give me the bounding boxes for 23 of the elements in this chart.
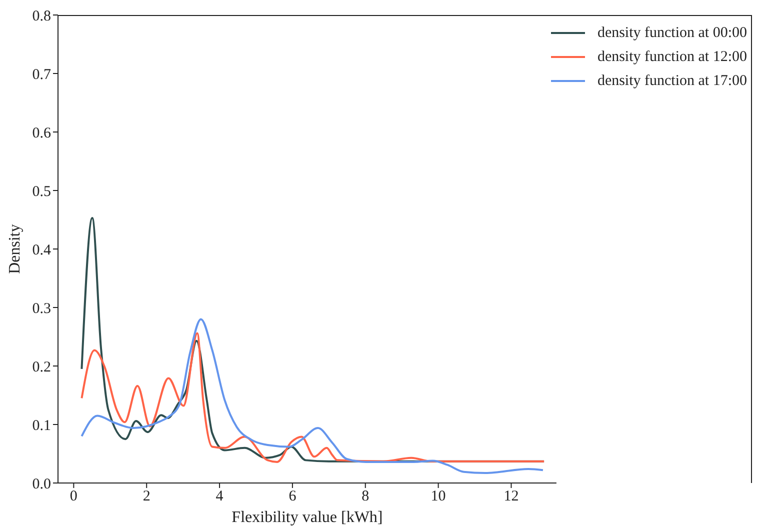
x-tick-label: 4 xyxy=(216,488,224,505)
line-series xyxy=(80,318,544,474)
x-tick-label: 12 xyxy=(504,488,519,505)
legend-label: density function at 00:00 xyxy=(597,24,747,42)
y-tick-label: 0.2 xyxy=(32,359,51,376)
legend-label: density function at 12:00 xyxy=(597,48,747,66)
x-tick-label: 6 xyxy=(288,488,297,505)
y-tick-label: 0.1 xyxy=(32,418,51,434)
y-axis-title: Density xyxy=(6,224,24,274)
x-tick-label: 0 xyxy=(70,488,78,505)
y-tick-label: 0.7 xyxy=(32,66,52,83)
x-tick-label: 2 xyxy=(142,488,150,505)
x-tick-label: 10 xyxy=(430,488,446,505)
x-axis-title: Flexibility value [kWh] xyxy=(232,509,383,526)
y-tick-label: 0.6 xyxy=(32,125,52,142)
y-tick-label: 0.3 xyxy=(32,300,51,317)
y-tick-label: 0.8 xyxy=(32,8,51,24)
y-tick-label: 0.5 xyxy=(32,184,51,200)
legend-label: density function at 17:00 xyxy=(597,72,747,90)
line-series xyxy=(80,332,546,463)
x-tick-label: 8 xyxy=(362,488,370,505)
y-tick-label: 0.4 xyxy=(32,242,52,258)
y-tick-label: 0.0 xyxy=(32,476,51,492)
